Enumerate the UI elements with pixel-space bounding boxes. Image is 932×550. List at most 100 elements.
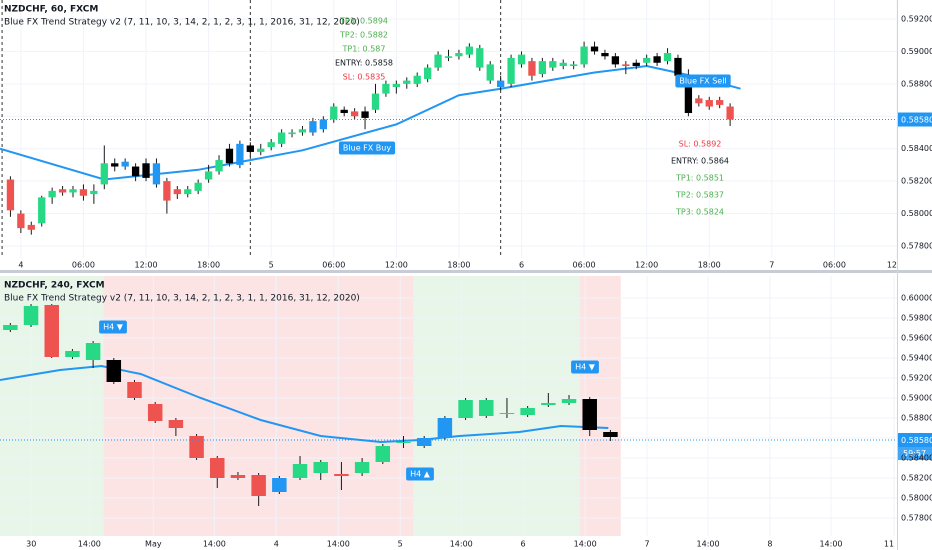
panel: 0.58580 0.57800 0.58000 0.58200 0.58400 0.588… <box>0 0 932 270</box>
candle-body <box>361 111 369 118</box>
candle-body <box>225 148 234 164</box>
candle-body <box>549 61 557 68</box>
moving-average <box>0 364 609 444</box>
candle-body <box>277 132 286 144</box>
candle-body <box>340 109 348 114</box>
candle-body <box>582 399 597 430</box>
candle-body <box>147 404 163 421</box>
candle-body <box>444 56 453 58</box>
panel-title: NZDCHF, 60, FXCM <box>4 5 98 15</box>
candle-body <box>131 166 140 177</box>
candle-body <box>611 56 620 65</box>
trade-level-label: SL: 0.5835 <box>343 73 386 82</box>
x-tick-label: 30 <box>26 540 36 549</box>
candle-body <box>371 93 380 110</box>
candle-body <box>705 100 713 107</box>
candle-body <box>590 46 599 52</box>
signal-box <box>99 320 127 334</box>
candle-body <box>69 189 77 193</box>
y-tick-label: 0.58200 <box>901 177 932 186</box>
x-tick-label: 06:00 <box>72 261 95 270</box>
candle-body <box>246 145 254 152</box>
candle-body <box>561 399 577 403</box>
candle-body <box>684 75 693 114</box>
candle-body <box>6 179 15 211</box>
candle-body <box>204 171 213 180</box>
candle-body <box>121 161 129 167</box>
candle-body <box>189 436 204 458</box>
candle-body <box>653 56 661 63</box>
x-tick-label: 14:00 <box>327 540 350 549</box>
y-tick-label: 0.58400 <box>901 454 932 463</box>
candle-body <box>298 129 307 133</box>
panel-subtitle: Blue FX Trend Strategy v2 (7, 11, 10, 3,… <box>4 294 360 304</box>
last-price-label: 0.58580 <box>901 116 932 125</box>
y-tick-label: 0.60000 <box>901 294 932 303</box>
candle-body <box>85 343 101 360</box>
countdown-label: 59:57 <box>903 449 926 458</box>
candle-body <box>382 83 390 94</box>
x-tick-label: 7 <box>769 261 774 270</box>
candle-body <box>23 306 39 325</box>
candle-body <box>716 100 724 105</box>
signal-label: H4 ▲ <box>410 470 431 479</box>
trade-level-label: SL: 0.5892 <box>679 140 722 149</box>
x-tick-label: 14:00 <box>697 540 720 549</box>
candle-body <box>413 75 421 84</box>
candle-body <box>375 446 391 462</box>
candle-body <box>3 325 18 330</box>
x-tick-label: 4 <box>274 540 279 549</box>
candle-body <box>603 432 618 437</box>
candle-body <box>17 213 25 229</box>
candle-body <box>434 54 442 68</box>
candle-body <box>458 400 473 418</box>
x-tick-label: 06:00 <box>573 261 596 270</box>
candle-body <box>330 106 338 120</box>
x-tick-label: 18:00 <box>698 261 721 270</box>
candle-body <box>622 64 630 66</box>
candle-body <box>44 305 59 357</box>
candle-body <box>423 67 432 79</box>
signal-box <box>675 74 731 88</box>
candle-body <box>570 64 578 66</box>
y-tick-label: 0.58000 <box>901 494 932 503</box>
y-tick-label: 0.59200 <box>901 14 932 23</box>
candle-body <box>163 181 171 201</box>
candle-body <box>643 57 651 63</box>
candle-body <box>674 57 682 76</box>
signal-zone <box>413 276 580 536</box>
x-tick-label: 6 <box>521 540 526 549</box>
y-tick-label: 0.58000 <box>901 209 932 218</box>
candle-body <box>517 54 526 65</box>
candle-body <box>257 148 265 152</box>
plot-area <box>0 276 897 536</box>
candle-body <box>632 62 640 66</box>
candle-body <box>499 413 515 414</box>
y-tick-label: 0.59800 <box>901 314 932 323</box>
x-tick-label: 14:00 <box>203 540 226 549</box>
trade-level-label: TP2: 0.5882 <box>339 31 388 40</box>
candle-body <box>726 106 734 120</box>
x-tick-label: 12:00 <box>385 261 408 270</box>
x-tick-label: 7 <box>644 540 649 549</box>
x-tick-label: 14:00 <box>574 540 597 549</box>
moving-average <box>0 64 741 181</box>
plot-area <box>0 0 897 258</box>
trade-level-label: TP1: 0.5851 <box>675 174 724 183</box>
candle-body <box>210 458 225 478</box>
y-tick-label: 0.59400 <box>901 354 932 363</box>
trade-level-label: TP3: 0.5824 <box>675 208 724 217</box>
x-tick-label: 12 <box>887 261 897 270</box>
signal-label: Blue FX Sell <box>679 77 726 86</box>
candle-body <box>392 83 400 88</box>
signal-box <box>571 360 599 374</box>
candle-body <box>559 62 567 66</box>
candle-body <box>313 462 328 473</box>
candle-body <box>184 189 192 195</box>
candle-body <box>194 182 202 191</box>
candle-body <box>497 80 505 88</box>
candle-body <box>251 475 266 496</box>
candle-body <box>334 474 349 476</box>
